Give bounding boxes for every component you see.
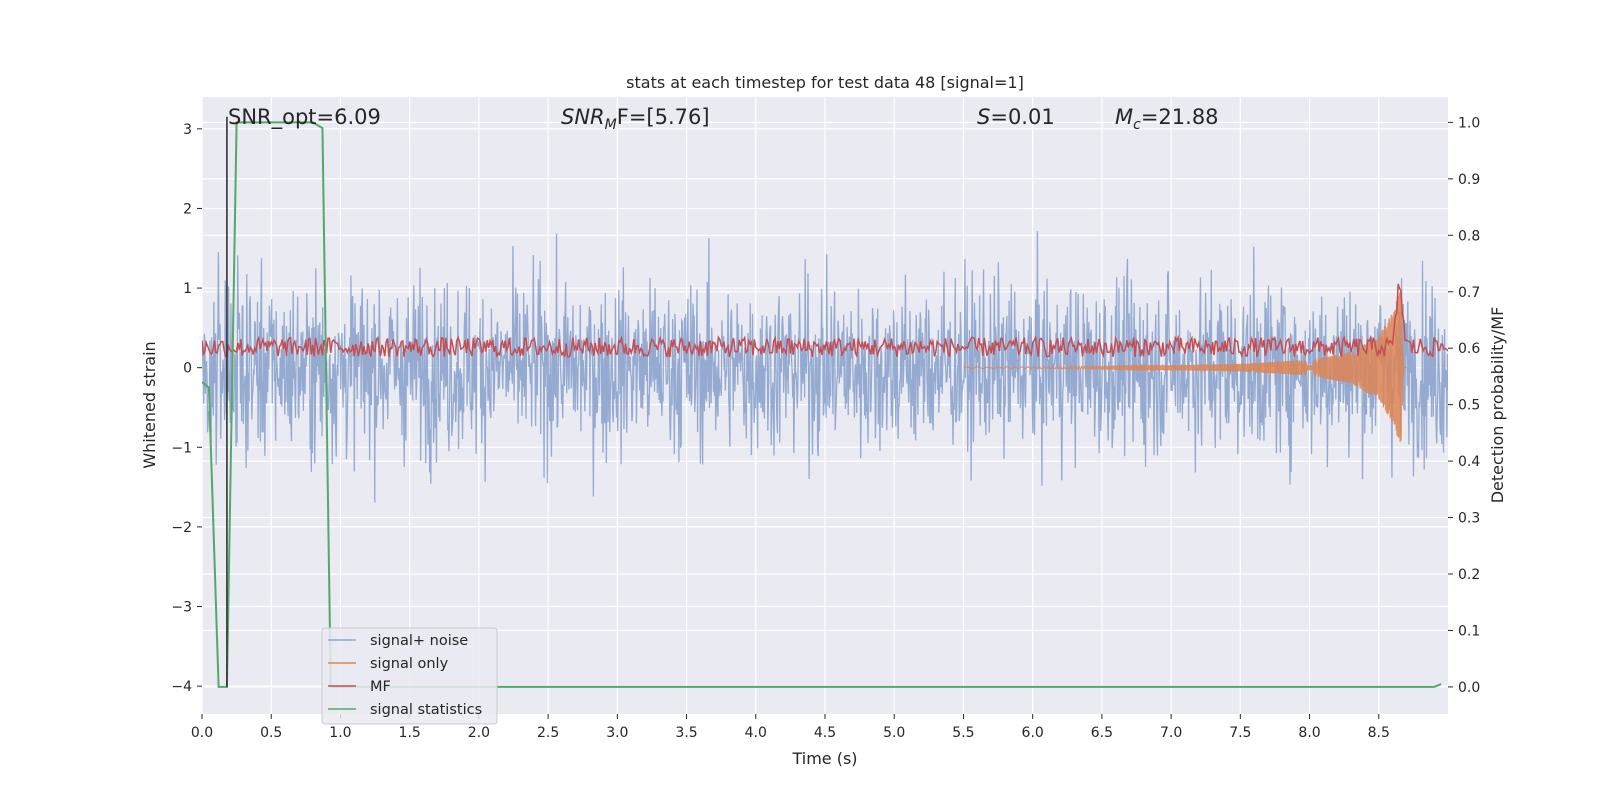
y-tick-label-right: 0.5 <box>1458 398 1480 414</box>
annotation-mc-rest: =21.88 <box>1141 105 1219 129</box>
y-axis-title-right: Detection probability/MF <box>1488 307 1507 504</box>
annotation-snr-mf-base: SNR <box>561 105 605 129</box>
annotation-snr-mf-rest: F=[5.76] <box>617 105 710 129</box>
legend: signal+ noise signal only MF signal stat… <box>321 627 498 725</box>
annotation-s: S=0.01 <box>977 105 1055 129</box>
x-ticks: 0.0 0.5 1.0 1.5 2.0 2.5 3.0 3.5 4.0 4.5 5.0 5.5 6.0 6… <box>191 714 1390 741</box>
y-tick-label-right: 0.4 <box>1458 454 1480 470</box>
x-tick-label: 7.5 <box>1229 725 1251 741</box>
x-tick-label: 8.5 <box>1368 725 1390 741</box>
y-tick-label-right: 0.1 <box>1458 623 1480 639</box>
y-ticks-right: 1.0 0.9 0.8 0.7 0.6 0.5 0.4 0.3 0.2 0.1 0.0 <box>1448 115 1480 696</box>
x-tick-label: 5.0 <box>883 725 905 741</box>
y-tick-label-right: 0.0 <box>1458 680 1480 696</box>
y-tick-label-left: 1 <box>183 281 192 297</box>
x-tick-label: 3.5 <box>675 725 697 741</box>
y-tick-label-right: 1.0 <box>1458 115 1480 131</box>
x-tick-label: 8.0 <box>1298 725 1320 741</box>
series-signal-statistics <box>202 121 1442 688</box>
y-tick-label-left: 2 <box>183 201 192 217</box>
x-tick-label: 3.0 <box>606 725 628 741</box>
y-ticks-left: 3 2 1 0 −1 −2 −3 −4 <box>171 122 202 695</box>
legend-label-signal: signal only <box>370 656 449 672</box>
y-tick-label-right: 0.9 <box>1458 172 1480 188</box>
annotation-s-rest: =0.01 <box>990 105 1054 129</box>
legend-box <box>321 627 498 725</box>
x-axis-title: Time (s) <box>791 749 857 768</box>
legend-label-noise: signal+ noise <box>370 633 468 649</box>
x-tick-label: 1.5 <box>399 725 421 741</box>
y-tick-label-left: 3 <box>183 122 192 138</box>
annotation-snr-mf: SNRMF=[5.76] <box>561 105 710 133</box>
y-axis-title-left: Whitened strain <box>140 341 159 468</box>
x-tick-label: 2.5 <box>537 725 559 741</box>
annotation-s-base: S <box>977 105 990 129</box>
series-signal-only <box>963 292 1407 443</box>
y-tick-label-right: 0.6 <box>1458 341 1480 357</box>
annotation-snr-opt: SNR_opt=6.09 <box>228 105 381 130</box>
x-tick-label: 0.5 <box>260 725 282 741</box>
legend-label-stats: signal statistics <box>370 702 482 718</box>
y-tick-label-left: −4 <box>171 679 192 695</box>
x-tick-label: 4.5 <box>814 725 836 741</box>
chart-title: stats at each timestep for test data 48 … <box>626 73 1024 92</box>
x-tick-label: 2.0 <box>468 725 490 741</box>
annotation-mc-base: M <box>1115 105 1133 129</box>
x-tick-label: 0.0 <box>191 725 213 741</box>
annotation-snr-mf-sub: M <box>605 117 617 133</box>
y-tick-label-right: 0.7 <box>1458 285 1480 301</box>
x-tick-label: 5.5 <box>952 725 974 741</box>
y-tick-label-left: 0 <box>183 361 192 377</box>
series-mf <box>202 283 1448 359</box>
x-tick-label: 4.0 <box>745 725 767 741</box>
y-tick-label-left: −3 <box>171 600 192 616</box>
x-tick-label: 6.5 <box>1091 725 1113 741</box>
y-tick-label-left: −1 <box>171 440 192 456</box>
y-tick-label-right: 0.2 <box>1458 567 1480 583</box>
x-tick-label: 1.0 <box>329 725 351 741</box>
y-tick-label-right: 0.8 <box>1458 228 1480 244</box>
series-layer <box>202 116 1448 688</box>
y-tick-label-right: 0.3 <box>1458 511 1480 527</box>
y-tick-label-left: −2 <box>171 520 192 536</box>
x-tick-label: 7.0 <box>1160 725 1182 741</box>
legend-label-mf: MF <box>370 679 391 695</box>
x-tick-label: 6.0 <box>1022 725 1044 741</box>
annotation-mc-sub: c <box>1133 117 1141 133</box>
series-signal-noise <box>202 230 1448 503</box>
annotation-mc: Mc=21.88 <box>1115 105 1219 133</box>
